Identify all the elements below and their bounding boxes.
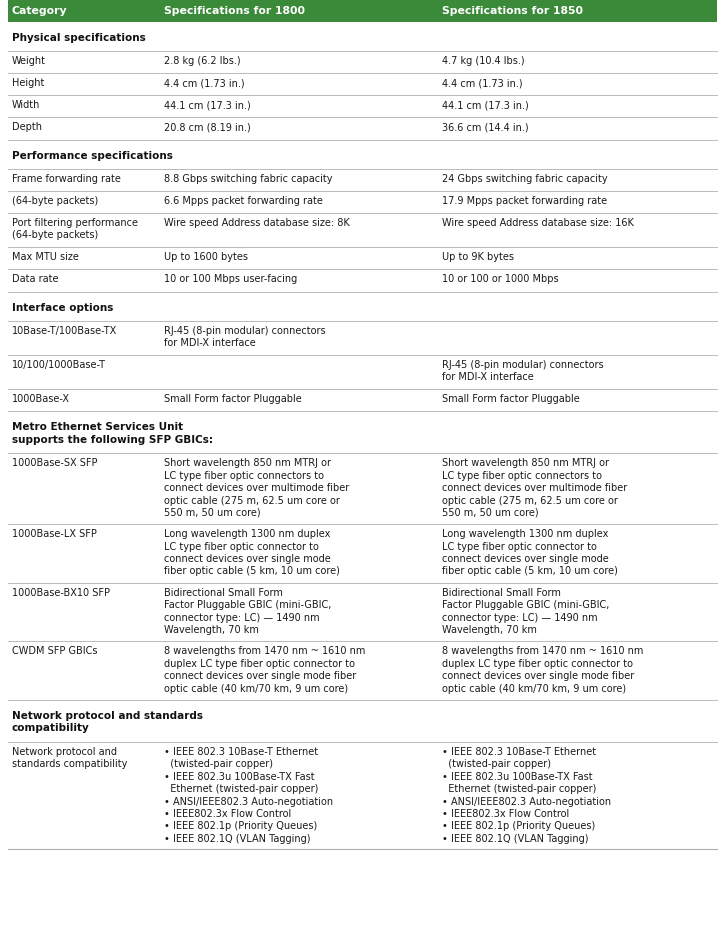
Text: Small Form factor Pluggable: Small Form factor Pluggable (164, 394, 302, 404)
Bar (8, 190, 717, 213)
Text: 44.1 cm (17.3 in.): 44.1 cm (17.3 in.) (164, 100, 251, 111)
Bar (8, 641, 717, 700)
Text: 44.1 cm (17.3 in.): 44.1 cm (17.3 in.) (442, 100, 529, 111)
Bar (8, 51, 717, 73)
Text: 1000Base-BX10 SFP: 1000Base-BX10 SFP (12, 588, 110, 598)
Text: CWDM SFP GBICs: CWDM SFP GBICs (12, 647, 97, 656)
Bar (8, 213, 717, 247)
Bar (8, 139, 717, 169)
Text: Physical specifications: Physical specifications (12, 33, 146, 43)
Bar (8, 742, 717, 849)
Text: Short wavelength 850 nm MTRJ or
LC type fiber optic connectors to
connect device: Short wavelength 850 nm MTRJ or LC type … (442, 458, 627, 518)
Text: • IEEE 802.3 10Base-T Ethernet
  (twisted-pair copper)
• IEEE 802.3u 100Base-TX : • IEEE 802.3 10Base-T Ethernet (twisted-… (164, 747, 333, 844)
Text: 20.8 cm (8.19 in.): 20.8 cm (8.19 in.) (164, 122, 251, 133)
Bar (8, 117, 717, 139)
Text: Category: Category (12, 6, 67, 16)
Text: 10/100/1000Base-T: 10/100/1000Base-T (12, 360, 106, 370)
Bar (8, 582, 717, 641)
Text: 10 or 100 Mbps user-facing: 10 or 100 Mbps user-facing (164, 275, 297, 284)
Bar (8, 0, 717, 22)
Text: 10 or 100 or 1000 Mbps: 10 or 100 or 1000 Mbps (442, 275, 559, 284)
Bar (8, 169, 717, 190)
Text: Network protocol and
standards compatibility: Network protocol and standards compatibi… (12, 747, 128, 769)
Text: Specifications for 1850: Specifications for 1850 (442, 6, 583, 16)
Text: Performance specifications: Performance specifications (12, 151, 173, 161)
Text: • IEEE 802.3 10Base-T Ethernet
  (twisted-pair copper)
• IEEE 802.3u 100Base-TX : • IEEE 802.3 10Base-T Ethernet (twisted-… (442, 747, 611, 844)
Text: 17.9 Mpps packet forwarding rate: 17.9 Mpps packet forwarding rate (442, 196, 607, 205)
Text: 8 wavelengths from 1470 nm ~ 1610 nm
duplex LC type fiber optic connector to
con: 8 wavelengths from 1470 nm ~ 1610 nm dup… (164, 647, 365, 693)
Text: 4.4 cm (1.73 in.): 4.4 cm (1.73 in.) (164, 79, 244, 88)
Text: (64-byte packets): (64-byte packets) (12, 196, 99, 205)
Text: 36.6 cm (14.4 in.): 36.6 cm (14.4 in.) (442, 122, 529, 133)
Bar (8, 96, 717, 117)
Text: Metro Ethernet Services Unit
supports the following SFP GBICs:: Metro Ethernet Services Unit supports th… (12, 422, 213, 445)
Bar (8, 355, 717, 389)
Text: Long wavelength 1300 nm duplex
LC type fiber optic connector to
connect devices : Long wavelength 1300 nm duplex LC type f… (164, 529, 340, 577)
Text: Wire speed Address database size: 16K: Wire speed Address database size: 16K (442, 218, 634, 228)
Text: 6.6 Mpps packet forwarding rate: 6.6 Mpps packet forwarding rate (164, 196, 323, 205)
Text: Long wavelength 1300 nm duplex
LC type fiber optic connector to
connect devices : Long wavelength 1300 nm duplex LC type f… (442, 529, 618, 577)
Bar (8, 389, 717, 411)
Text: Width: Width (12, 100, 41, 111)
Text: 8 wavelengths from 1470 nm ~ 1610 nm
duplex LC type fiber optic connector to
con: 8 wavelengths from 1470 nm ~ 1610 nm dup… (442, 647, 643, 693)
Text: Depth: Depth (12, 122, 42, 133)
Text: Bidirectional Small Form
Factor Pluggable GBIC (mini-GBIC,
connector type: LC) —: Bidirectional Small Form Factor Pluggabl… (442, 588, 610, 635)
Bar (8, 411, 717, 454)
Bar (8, 269, 717, 292)
Text: 24 Gbps switching fabric capacity: 24 Gbps switching fabric capacity (442, 173, 608, 184)
Text: Small Form factor Pluggable: Small Form factor Pluggable (442, 394, 580, 404)
Text: Short wavelength 850 nm MTRJ or
LC type fiber optic connectors to
connect device: Short wavelength 850 nm MTRJ or LC type … (164, 458, 349, 518)
Text: Weight: Weight (12, 56, 46, 66)
Text: 8.8 Gbps switching fabric capacity: 8.8 Gbps switching fabric capacity (164, 173, 333, 184)
Bar (8, 700, 717, 742)
Text: RJ-45 (8-pin modular) connectors
for MDI-X interface: RJ-45 (8-pin modular) connectors for MDI… (442, 360, 604, 383)
Bar (8, 73, 717, 96)
Text: 1000Base-SX SFP: 1000Base-SX SFP (12, 458, 97, 469)
Bar (8, 321, 717, 355)
Text: Specifications for 1800: Specifications for 1800 (164, 6, 305, 16)
Bar (8, 524, 717, 582)
Text: 1000Base-X: 1000Base-X (12, 394, 70, 404)
Text: Max MTU size: Max MTU size (12, 252, 79, 262)
Text: Interface options: Interface options (12, 303, 113, 313)
Text: Up to 1600 bytes: Up to 1600 bytes (164, 252, 248, 262)
Text: 2.8 kg (6.2 lbs.): 2.8 kg (6.2 lbs.) (164, 56, 241, 66)
Bar (8, 22, 717, 51)
Text: 4.7 kg (10.4 lbs.): 4.7 kg (10.4 lbs.) (442, 56, 525, 66)
Bar (8, 292, 717, 321)
Text: 4.4 cm (1.73 in.): 4.4 cm (1.73 in.) (442, 79, 523, 88)
Bar (8, 454, 717, 524)
Text: Frame forwarding rate: Frame forwarding rate (12, 173, 121, 184)
Text: 10Base-T/100Base-TX: 10Base-T/100Base-TX (12, 326, 117, 335)
Text: Height: Height (12, 79, 44, 88)
Bar (8, 247, 717, 269)
Text: RJ-45 (8-pin modular) connectors
for MDI-X interface: RJ-45 (8-pin modular) connectors for MDI… (164, 326, 326, 348)
Text: Bidirectional Small Form
Factor Pluggable GBIC (mini-GBIC,
connector type: LC) —: Bidirectional Small Form Factor Pluggabl… (164, 588, 331, 635)
Text: Network protocol and standards
compatibility: Network protocol and standards compatibi… (12, 711, 203, 733)
Text: Port filtering performance
(64-byte packets): Port filtering performance (64-byte pack… (12, 218, 138, 241)
Text: Wire speed Address database size: 8K: Wire speed Address database size: 8K (164, 218, 349, 228)
Text: 1000Base-LX SFP: 1000Base-LX SFP (12, 529, 97, 539)
Text: Data rate: Data rate (12, 275, 59, 284)
Text: Up to 9K bytes: Up to 9K bytes (442, 252, 514, 262)
